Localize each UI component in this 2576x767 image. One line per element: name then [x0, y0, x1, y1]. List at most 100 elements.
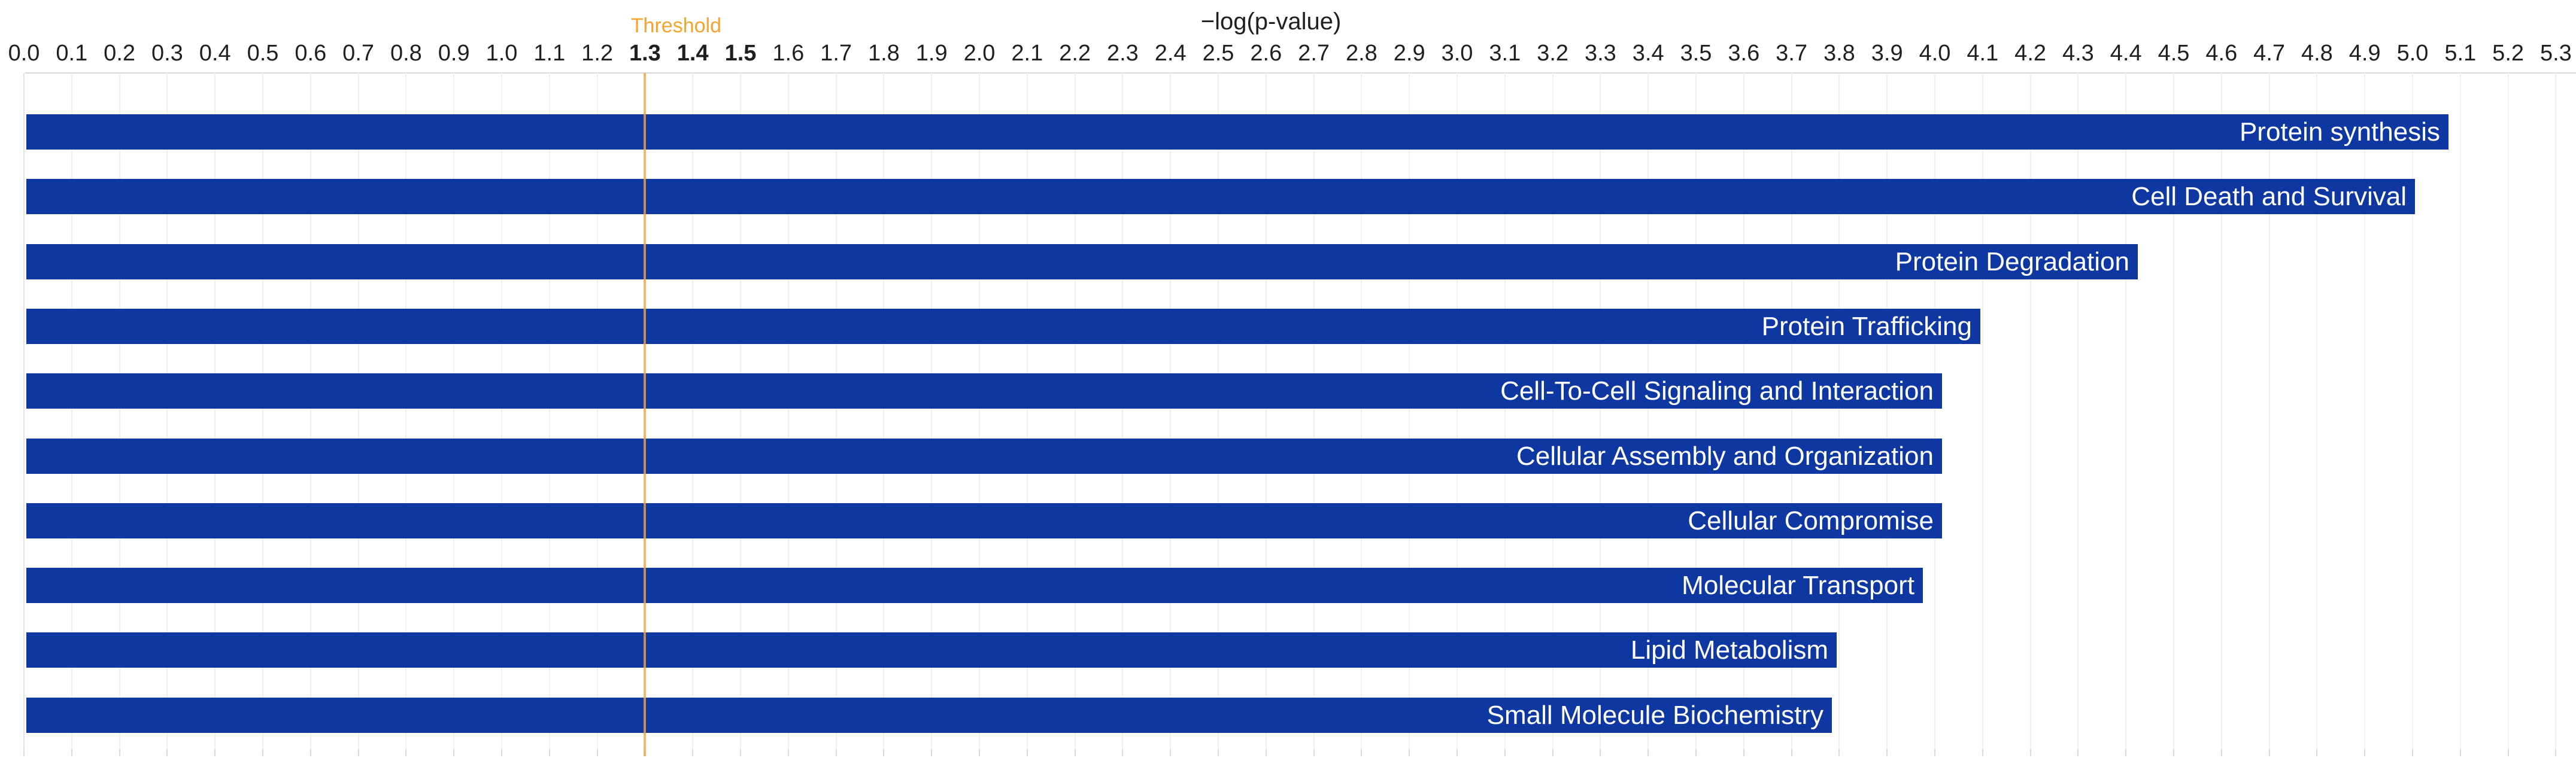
x-tick-label: 2.8 [1345, 41, 1377, 66]
gridline [2316, 73, 2318, 755]
gridline [1313, 73, 1315, 755]
x-tick-label: 1.8 [867, 41, 900, 66]
x-tick-label: 2.6 [1250, 41, 1282, 66]
threshold-label: Threshold [630, 14, 721, 37]
bar-label: Protein Trafficking [1761, 312, 1972, 341]
x-tick-label: 5.1 [2444, 41, 2477, 66]
x-tick-label: 3.9 [1871, 41, 1903, 66]
x-tick-label: 0.3 [151, 41, 183, 66]
bar-label: Protein synthesis [2239, 117, 2440, 147]
x-tick-label: 1.5 [724, 41, 757, 66]
gridline [1504, 73, 1506, 755]
gridline [787, 73, 789, 755]
axis-tick-mark [214, 749, 216, 756]
axis-tick-mark [1743, 749, 1744, 756]
x-tick-label: 2.3 [1106, 41, 1139, 66]
x-tick-label: 2.1 [1011, 41, 1043, 66]
x-tick-label: 2.4 [1154, 41, 1187, 66]
bar: Protein Trafficking [26, 309, 1980, 344]
gridline [2077, 73, 2079, 755]
axis-tick-mark [1457, 749, 1458, 756]
axis-tick-mark [1695, 749, 1697, 756]
axis-tick-mark [1504, 749, 1506, 756]
gridline [2364, 73, 2366, 755]
gridline [310, 73, 311, 755]
x-tick-label: 1.4 [676, 41, 709, 66]
gridline [2555, 73, 2557, 755]
gridline [71, 73, 72, 755]
axis-tick-mark [1552, 749, 1554, 756]
axis-tick-mark [2555, 749, 2557, 756]
axis-tick-mark [2412, 749, 2413, 756]
x-tick-label: 2.2 [1059, 41, 1091, 66]
gridline [2125, 73, 2127, 755]
axis-tick-mark [787, 749, 789, 756]
axis-tick-mark [979, 749, 980, 756]
gridline [2173, 73, 2174, 755]
gridline [1982, 73, 1983, 755]
x-tick-label: 4.2 [2014, 41, 2047, 66]
bar: Cell-To-Cell Signaling and Interaction [26, 373, 1942, 409]
x-tick-label: 3.0 [1441, 41, 1473, 66]
axis-tick-mark [2268, 749, 2270, 756]
gridline [1170, 73, 1172, 755]
bar-label: Lipid Metabolism [1630, 635, 1828, 665]
axis-tick-mark [2316, 749, 2318, 756]
axis-tick-mark [262, 749, 263, 756]
x-tick-label: 4.1 [1967, 41, 1999, 66]
x-tick-label: 1.1 [533, 41, 566, 66]
x-tick-label: 1.9 [915, 41, 948, 66]
x-tick-label: 1.2 [581, 41, 614, 66]
axis-tick-mark [1791, 749, 1792, 756]
x-tick-label: 4.4 [2110, 41, 2142, 66]
gridline [1743, 73, 1744, 755]
axis-tick-mark [310, 749, 311, 756]
gridline [2029, 73, 2031, 755]
x-axis-line [25, 72, 2576, 74]
x-tick-label: 1.6 [772, 41, 805, 66]
axis-tick-mark [1218, 749, 1219, 756]
gridline [1838, 73, 1840, 755]
axis-tick-mark [405, 749, 407, 756]
x-tick-label: 0.5 [247, 41, 279, 66]
axis-tick-mark [1647, 749, 1649, 756]
x-tick-label: 4.6 [2205, 41, 2238, 66]
axis-tick-mark [931, 749, 933, 756]
x-tick-label: 2.7 [1298, 41, 1330, 66]
gridline [453, 73, 455, 755]
axis-tick-mark [1122, 749, 1124, 756]
gridline [835, 73, 837, 755]
axis-tick-mark [835, 749, 837, 756]
bar: Lipid Metabolism [26, 632, 1837, 668]
axis-tick-mark [596, 749, 598, 756]
gridline [1695, 73, 1697, 755]
gridline [214, 73, 216, 755]
gridline [1265, 73, 1267, 755]
bar-label: Small Molecule Biochemistry [1486, 701, 1823, 730]
x-tick-label: 3.2 [1537, 41, 1569, 66]
gridline [357, 73, 359, 755]
gridline [2507, 73, 2509, 755]
gridline [166, 73, 168, 755]
bar: Molecular Transport [26, 568, 1923, 603]
axis-tick-mark [1074, 749, 1076, 756]
axis-tick-mark [2029, 749, 2031, 756]
bar: Protein Degradation [26, 244, 2138, 279]
gridline [740, 73, 741, 755]
axis-tick-mark [23, 749, 25, 756]
gridline [979, 73, 980, 755]
gridline [1886, 73, 1888, 755]
bar-label: Cellular Assembly and Organization [1516, 442, 1934, 471]
gridline [1218, 73, 1219, 755]
gridline [1600, 73, 1601, 755]
axis-tick-mark [1838, 749, 1840, 756]
axis-tick-mark [71, 749, 72, 756]
bar: Protein synthesis [26, 114, 2448, 150]
x-tick-label: 2.5 [1202, 41, 1234, 66]
axis-tick-mark [2459, 749, 2461, 756]
axis-tick-mark [119, 749, 120, 756]
axis-tick-mark [2125, 749, 2127, 756]
x-tick-label: 1.0 [486, 41, 518, 66]
x-tick-label: 0.9 [438, 41, 470, 66]
gridline [548, 73, 550, 755]
